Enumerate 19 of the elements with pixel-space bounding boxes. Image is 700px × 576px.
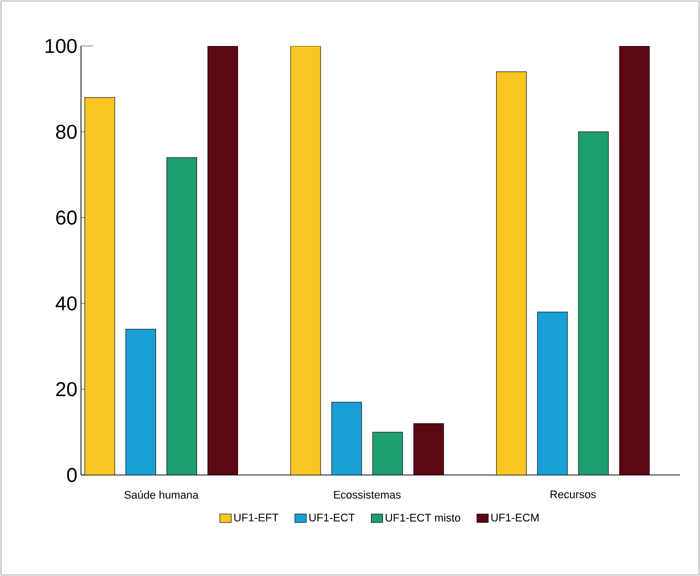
y-tick-label: 40 (56, 296, 77, 310)
x-tick-label: Saúde humana (124, 490, 199, 499)
legend-label: UF1-ECT misto (386, 514, 460, 522)
legend-label: UF1-EFT (234, 514, 278, 522)
bar (372, 432, 403, 475)
bar (578, 132, 609, 475)
y-tick-label: 80 (56, 124, 77, 139)
x-tick-label: Recursos (550, 490, 596, 498)
bar (413, 423, 444, 475)
legend-label: UF1-ECT (309, 514, 355, 522)
bar (208, 46, 238, 475)
y-tick-label: 100 (46, 38, 77, 54)
bar (166, 157, 198, 475)
legend-label: UF1-ECM (491, 514, 539, 522)
y-tick-label: 60 (56, 210, 77, 225)
bar (619, 46, 650, 475)
y-tick-label: 20 (56, 382, 77, 396)
y-tick-label: 0 (67, 468, 77, 482)
x-tick-label: Ecossistemas (334, 490, 401, 499)
